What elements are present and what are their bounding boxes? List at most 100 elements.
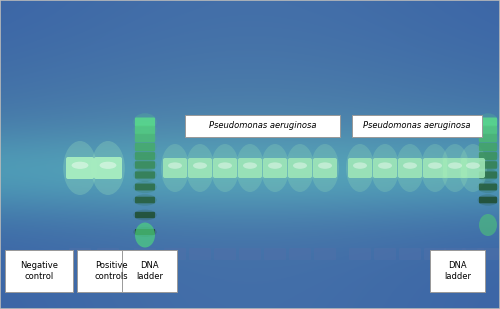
Ellipse shape [421, 144, 449, 192]
Text: Pseudomonas aeruginosa: Pseudomonas aeruginosa [363, 121, 471, 130]
Ellipse shape [268, 163, 282, 169]
FancyBboxPatch shape [352, 115, 482, 137]
FancyBboxPatch shape [479, 161, 497, 169]
Ellipse shape [63, 141, 97, 195]
Ellipse shape [211, 144, 239, 192]
FancyBboxPatch shape [238, 158, 262, 178]
Text: Pseudomonas aeruginosa: Pseudomonas aeruginosa [209, 121, 316, 130]
FancyBboxPatch shape [77, 250, 145, 292]
FancyBboxPatch shape [66, 157, 94, 179]
FancyBboxPatch shape [97, 248, 119, 260]
FancyBboxPatch shape [135, 161, 155, 169]
FancyBboxPatch shape [188, 158, 212, 178]
Ellipse shape [478, 194, 498, 206]
Ellipse shape [346, 144, 374, 192]
FancyBboxPatch shape [214, 248, 236, 260]
Ellipse shape [134, 158, 156, 172]
Ellipse shape [135, 222, 155, 248]
Ellipse shape [353, 163, 367, 169]
Ellipse shape [134, 181, 156, 193]
FancyBboxPatch shape [348, 158, 372, 178]
FancyBboxPatch shape [444, 248, 466, 260]
FancyBboxPatch shape [135, 212, 155, 218]
FancyBboxPatch shape [239, 248, 261, 260]
Ellipse shape [134, 139, 156, 154]
Ellipse shape [478, 113, 498, 131]
FancyBboxPatch shape [5, 250, 73, 292]
Ellipse shape [378, 163, 392, 169]
Ellipse shape [466, 163, 480, 169]
Ellipse shape [134, 194, 156, 206]
FancyBboxPatch shape [135, 117, 155, 126]
FancyBboxPatch shape [135, 229, 155, 235]
Ellipse shape [286, 144, 314, 192]
Ellipse shape [134, 113, 156, 131]
FancyBboxPatch shape [479, 117, 497, 126]
Ellipse shape [243, 163, 257, 169]
Text: DNA
ladder: DNA ladder [444, 261, 471, 281]
Ellipse shape [478, 122, 498, 138]
FancyBboxPatch shape [479, 197, 497, 203]
Ellipse shape [396, 144, 424, 192]
FancyBboxPatch shape [424, 248, 446, 260]
FancyBboxPatch shape [462, 248, 484, 260]
Ellipse shape [478, 149, 498, 163]
Ellipse shape [479, 214, 497, 236]
Ellipse shape [100, 162, 116, 169]
FancyBboxPatch shape [122, 250, 177, 292]
FancyBboxPatch shape [430, 250, 485, 292]
FancyBboxPatch shape [189, 248, 211, 260]
Ellipse shape [478, 139, 498, 154]
Ellipse shape [72, 162, 88, 169]
FancyBboxPatch shape [479, 184, 497, 190]
Ellipse shape [134, 168, 156, 181]
FancyBboxPatch shape [135, 126, 155, 134]
FancyBboxPatch shape [373, 158, 397, 178]
Ellipse shape [293, 163, 307, 169]
FancyBboxPatch shape [135, 197, 155, 203]
FancyBboxPatch shape [479, 143, 497, 151]
Ellipse shape [459, 144, 487, 192]
FancyBboxPatch shape [135, 171, 155, 179]
FancyBboxPatch shape [289, 248, 311, 260]
FancyBboxPatch shape [443, 158, 467, 178]
Ellipse shape [134, 149, 156, 163]
Ellipse shape [371, 144, 399, 192]
Ellipse shape [311, 144, 339, 192]
Text: Negative
control: Negative control [20, 261, 58, 281]
Ellipse shape [186, 144, 214, 192]
Ellipse shape [428, 163, 442, 169]
Ellipse shape [478, 158, 498, 172]
Ellipse shape [448, 163, 462, 169]
Ellipse shape [134, 130, 156, 146]
FancyBboxPatch shape [135, 184, 155, 190]
FancyBboxPatch shape [398, 158, 422, 178]
Ellipse shape [318, 163, 332, 169]
FancyBboxPatch shape [313, 158, 337, 178]
FancyBboxPatch shape [135, 134, 155, 142]
FancyBboxPatch shape [461, 158, 485, 178]
Ellipse shape [478, 168, 498, 181]
Ellipse shape [236, 144, 264, 192]
Ellipse shape [193, 163, 207, 169]
FancyBboxPatch shape [479, 152, 497, 160]
Ellipse shape [478, 181, 498, 193]
FancyBboxPatch shape [213, 158, 237, 178]
Ellipse shape [403, 163, 417, 169]
FancyBboxPatch shape [423, 158, 447, 178]
FancyBboxPatch shape [479, 134, 497, 142]
Text: Positive
controls: Positive controls [94, 261, 128, 281]
FancyBboxPatch shape [163, 158, 187, 178]
Text: DNA
ladder: DNA ladder [136, 261, 163, 281]
Ellipse shape [168, 163, 182, 169]
FancyBboxPatch shape [134, 248, 156, 260]
FancyBboxPatch shape [288, 158, 312, 178]
Ellipse shape [134, 227, 156, 237]
Ellipse shape [134, 122, 156, 138]
Ellipse shape [441, 144, 469, 192]
FancyBboxPatch shape [479, 171, 497, 179]
FancyBboxPatch shape [264, 248, 286, 260]
FancyBboxPatch shape [135, 143, 155, 151]
FancyBboxPatch shape [164, 248, 186, 260]
FancyBboxPatch shape [374, 248, 396, 260]
